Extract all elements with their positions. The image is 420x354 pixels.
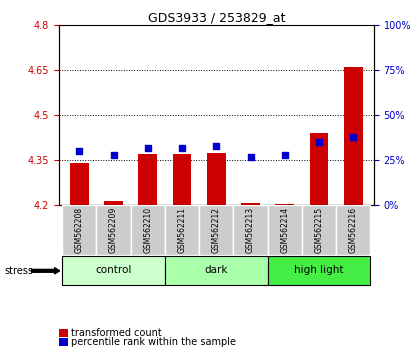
Bar: [268, 256, 370, 285]
Text: GSM562213: GSM562213: [246, 207, 255, 253]
Bar: [165, 256, 268, 285]
Text: transformed count: transformed count: [71, 328, 162, 338]
Bar: [131, 205, 165, 255]
Bar: [62, 205, 97, 255]
Bar: [70, 163, 89, 205]
Bar: [336, 205, 370, 255]
Bar: [302, 205, 336, 255]
Text: dark: dark: [205, 265, 228, 275]
Text: stress: stress: [4, 266, 33, 276]
Bar: [165, 205, 199, 255]
Point: [316, 139, 323, 145]
Text: GSM562212: GSM562212: [212, 207, 221, 253]
Point: [178, 145, 185, 150]
Text: percentile rank within the sample: percentile rank within the sample: [71, 337, 236, 347]
Point: [350, 134, 357, 139]
Bar: [173, 154, 192, 205]
Text: GSM562208: GSM562208: [75, 207, 84, 253]
Text: GSM562210: GSM562210: [143, 207, 152, 253]
Bar: [241, 203, 260, 205]
Bar: [104, 201, 123, 205]
Text: GSM562215: GSM562215: [315, 207, 323, 253]
Text: control: control: [95, 265, 132, 275]
Bar: [97, 205, 131, 255]
Point: [213, 143, 220, 149]
Bar: [268, 205, 302, 255]
Bar: [344, 67, 363, 205]
Text: GSM562216: GSM562216: [349, 207, 358, 253]
Point: [247, 154, 254, 159]
Bar: [199, 205, 234, 255]
Point: [281, 152, 288, 158]
Text: high light: high light: [294, 265, 344, 275]
Point: [110, 152, 117, 158]
Point: [76, 148, 83, 154]
Text: GSM562209: GSM562209: [109, 207, 118, 253]
Text: GSM562211: GSM562211: [178, 207, 186, 253]
Bar: [62, 256, 165, 285]
Point: [144, 145, 151, 150]
Bar: [276, 204, 294, 205]
Bar: [139, 154, 157, 205]
Bar: [207, 153, 226, 205]
Bar: [234, 205, 268, 255]
Text: GSM562214: GSM562214: [280, 207, 289, 253]
Title: GDS3933 / 253829_at: GDS3933 / 253829_at: [147, 11, 285, 24]
Bar: [310, 133, 328, 205]
